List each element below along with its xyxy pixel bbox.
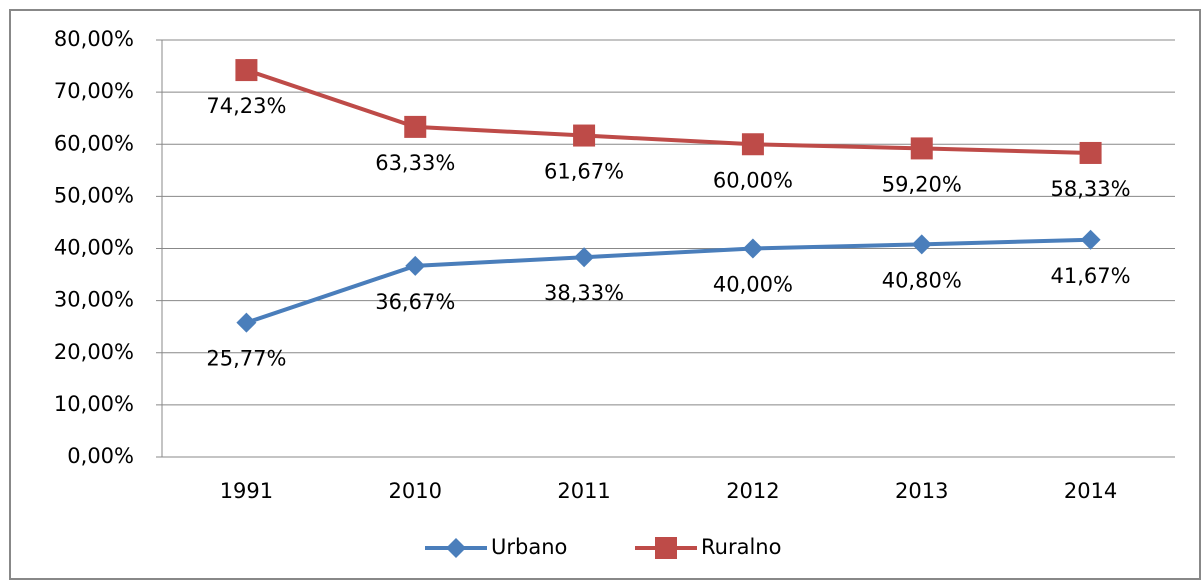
data-label: 59,20% — [882, 172, 962, 196]
x-tick-label: 2010 — [389, 479, 442, 503]
data-label: 60,00% — [713, 168, 793, 192]
marker — [404, 115, 427, 138]
legend-marker — [446, 538, 466, 558]
x-tick-label: 2014 — [1064, 479, 1117, 503]
x-tick-label: 1991 — [220, 479, 273, 503]
y-tick-label: 50,00% — [54, 183, 134, 207]
chart-frame — [9, 9, 1201, 580]
legend-label: Urbano — [491, 535, 567, 559]
y-tick-label: 40,00% — [54, 236, 134, 260]
series-line — [245, 68, 1091, 155]
marker — [574, 247, 595, 268]
data-label: 36,67% — [375, 290, 455, 314]
y-tick-label: 20,00% — [54, 340, 134, 364]
marker — [741, 133, 764, 156]
y-tick-label: 0,00% — [67, 444, 134, 468]
legend-marker — [655, 537, 677, 559]
marker — [1080, 229, 1101, 250]
data-label: 40,00% — [713, 273, 793, 297]
data-label: 38,33% — [544, 281, 624, 305]
y-tick-label: 30,00% — [54, 288, 134, 312]
marker — [742, 238, 763, 259]
marker — [236, 312, 257, 333]
data-label: 61,67% — [544, 160, 624, 184]
data-label: 40,80% — [882, 268, 962, 292]
data-label: 25,77% — [206, 347, 286, 371]
x-tick-label: 2012 — [726, 479, 779, 503]
marker — [405, 255, 426, 276]
x-tick-label: 2011 — [557, 479, 610, 503]
marker — [1079, 141, 1102, 164]
y-tick-label: 80,00% — [54, 27, 134, 51]
y-tick-label: 10,00% — [54, 392, 134, 416]
y-tick-label: 70,00% — [54, 79, 134, 103]
data-label: 74,23% — [206, 94, 286, 118]
marker — [235, 59, 258, 82]
data-label: 63,33% — [375, 151, 455, 175]
marker — [910, 137, 933, 160]
data-label: 58,33% — [1051, 177, 1131, 201]
series-line — [245, 237, 1091, 325]
marker — [911, 234, 932, 255]
legend-label: Ruralno — [701, 535, 781, 559]
data-label: 41,67% — [1051, 264, 1131, 288]
y-tick-label: 60,00% — [54, 131, 134, 155]
x-tick-label: 2013 — [895, 479, 948, 503]
marker — [573, 124, 596, 147]
